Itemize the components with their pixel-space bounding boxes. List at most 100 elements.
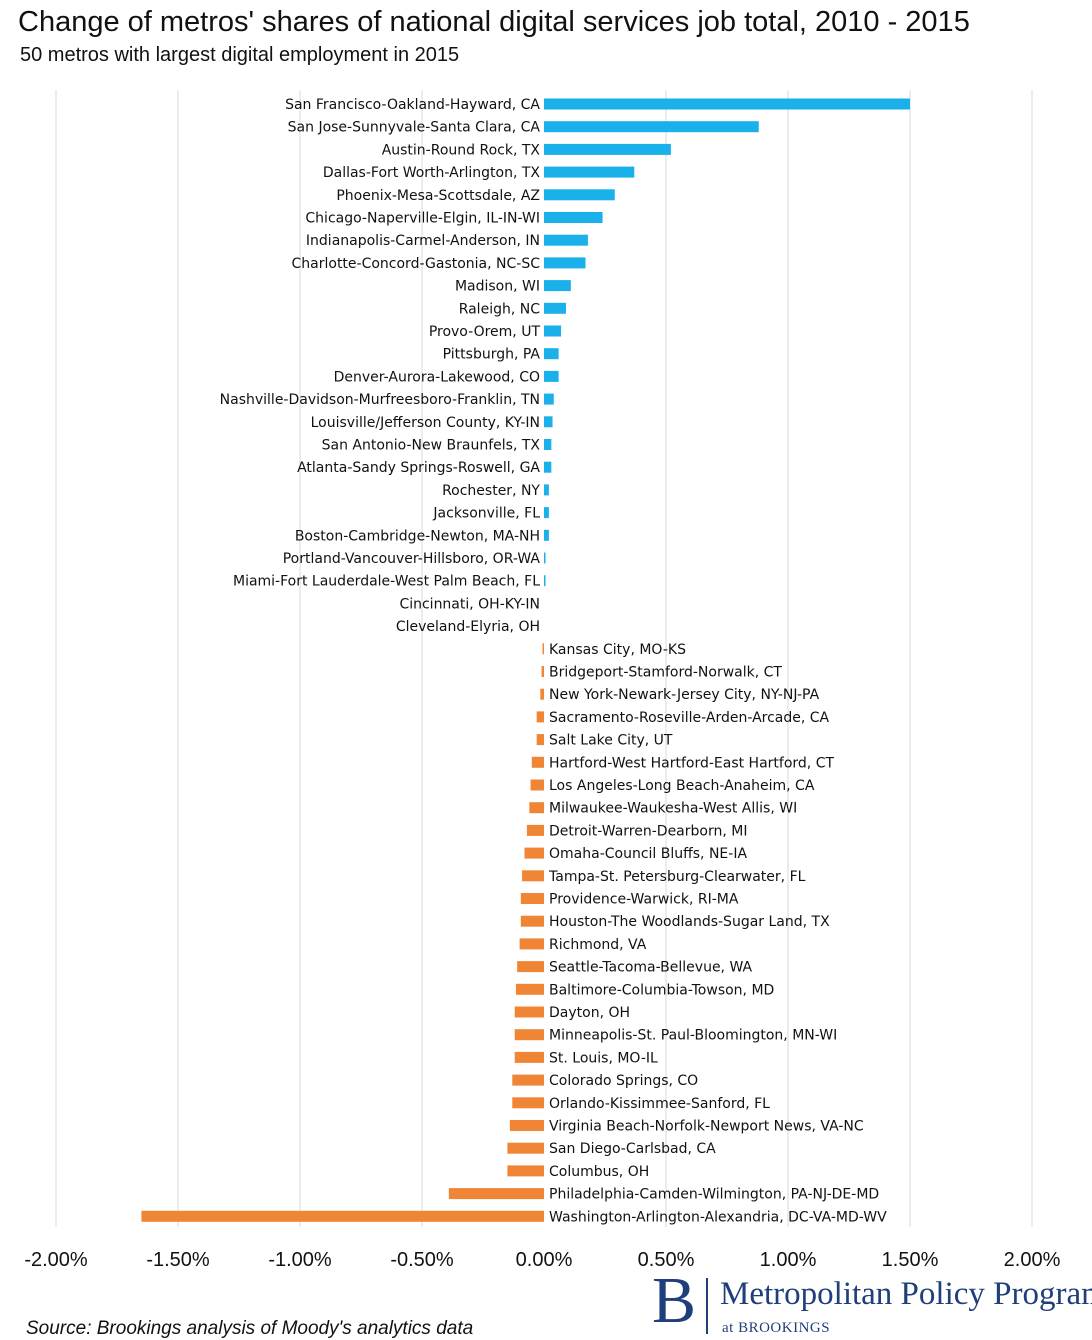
bar [512, 1074, 544, 1086]
bar [544, 393, 554, 405]
bar [544, 484, 549, 496]
category-label: Raleigh, NC [459, 301, 541, 317]
category-label: Philadelphia-Camden-Wilmington, PA-NJ-DE… [549, 1187, 879, 1203]
category-label: Atlanta-Sandy Springs-Roswell, GA [297, 460, 540, 476]
x-tick-label: 1.00% [760, 1249, 817, 1271]
category-label: Rochester, NY [442, 483, 540, 499]
bar [522, 870, 544, 882]
category-label: Milwaukee-Waukesha-West Allis, WI [549, 801, 797, 817]
bar [517, 961, 544, 973]
bar [519, 938, 544, 950]
category-label: San Jose-Sunnyvale-Santa Clara, CA [288, 120, 541, 136]
category-label: New York-Newark-Jersey City, NY-NJ-PA [549, 687, 820, 703]
bar [448, 1188, 544, 1200]
bar [536, 734, 544, 746]
category-label: Phoenix-Mesa-Scottsdale, AZ [336, 188, 540, 204]
x-tick-label: 2.00% [1004, 1249, 1061, 1271]
bar [544, 302, 566, 314]
category-label: Jacksonville, FL [432, 506, 540, 522]
category-label: Minneapolis-St. Paul-Bloomington, MN-WI [549, 1028, 837, 1044]
bar [544, 280, 571, 292]
category-label: Nashville-Davidson-Murfreesboro-Franklin… [220, 392, 540, 408]
bar [544, 257, 586, 269]
bar [544, 121, 759, 133]
bar [544, 461, 552, 473]
category-label: Colorado Springs, CO [549, 1073, 698, 1089]
bar [509, 1120, 544, 1131]
logo-program-name: Metropolitan Policy Program [720, 1276, 1092, 1312]
bar [520, 915, 544, 927]
bar [544, 439, 552, 450]
bar [544, 552, 546, 564]
category-label: San Francisco-Oakland-Hayward, CA [285, 97, 540, 113]
category-label: Bridgeport-Stamford-Norwalk, CT [549, 665, 782, 681]
bar [544, 143, 671, 155]
category-label: Virginia Beach-Norfolk-Newport News, VA-… [549, 1119, 864, 1135]
bar [544, 416, 553, 428]
category-label: Boston-Cambridge-Newton, MA-NH [295, 528, 540, 544]
bar [541, 666, 544, 677]
bar [526, 824, 544, 836]
x-tick-label: 0.50% [638, 1249, 695, 1271]
bar [141, 1210, 544, 1222]
bar [544, 348, 559, 360]
chart-title: Change of metros' shares of national dig… [18, 6, 970, 38]
bar [531, 756, 544, 768]
bar [544, 189, 615, 201]
bar [524, 847, 544, 859]
category-label: Cleveland-Elyria, OH [396, 619, 540, 635]
category-label: Austin-Round Rock, TX [382, 142, 541, 158]
category-label: Dallas-Fort Worth-Arlington, TX [323, 165, 541, 181]
bar [507, 1142, 544, 1154]
category-label: Los Angeles-Long Beach-Anaheim, CA [549, 778, 815, 794]
category-label: Columbus, OH [549, 1164, 649, 1180]
category-label: Seattle-Tacoma-Bellevue, WA [549, 960, 753, 976]
bar [544, 234, 588, 246]
bar [512, 1097, 544, 1109]
bar [529, 802, 544, 814]
bar [536, 711, 544, 723]
bar [540, 688, 544, 700]
category-label: Orlando-Kissimmee-Sanford, FL [549, 1096, 770, 1112]
logo-institution: at BROOKINGS [722, 1320, 831, 1336]
bar [544, 166, 635, 178]
x-tick-label: 1.50% [882, 1249, 939, 1271]
bar [530, 779, 544, 791]
bar [544, 212, 603, 223]
bar-chart: San Francisco-Oakland-Hayward, CA San Jos… [24, 90, 1061, 1271]
bar [544, 575, 546, 587]
category-label: San Diego-Carlsbad, CA [549, 1141, 716, 1157]
bar [514, 1029, 544, 1041]
bar [514, 1051, 544, 1063]
category-label: Providence-Warwick, RI-MA [549, 892, 739, 908]
bar [544, 325, 562, 337]
category-label: St. Louis, MO-IL [549, 1050, 658, 1066]
category-label: Chicago-Naperville-Elgin, IL-IN-WI [305, 211, 540, 227]
bar [520, 893, 544, 904]
bar [515, 983, 544, 995]
source-note: Source: Brookings analysis of Moody's an… [26, 1318, 474, 1339]
x-tick-label: -0.50% [390, 1249, 454, 1271]
logo-divider [706, 1278, 708, 1334]
category-label: Kansas City, MO-KS [549, 642, 686, 658]
category-label: Detroit-Warren-Dearborn, MI [549, 823, 747, 839]
category-label: Hartford-West Hartford-East Hartford, CT [549, 755, 834, 771]
category-label: Dayton, OH [549, 1005, 630, 1021]
category-label: Charlotte-Concord-Gastonia, NC-SC [292, 256, 541, 272]
category-label: Indianapolis-Carmel-Anderson, IN [306, 233, 540, 249]
bar [514, 1006, 544, 1018]
x-tick-label: -1.00% [268, 1249, 332, 1271]
bar [544, 529, 549, 541]
logo-letter: B [652, 1264, 697, 1337]
category-label: Portland-Vancouver-Hillsboro, OR-WA [283, 551, 541, 567]
category-label: Madison, WI [455, 279, 540, 295]
category-label: Washington-Arlington-Alexandria, DC-VA-M… [549, 1209, 887, 1225]
category-label: Tampa-St. Petersburg-Clearwater, FL [548, 869, 806, 885]
chart-subtitle: 50 metros with largest digital employmen… [20, 44, 460, 66]
category-label: San Antonio-New Braunfels, TX [322, 438, 541, 454]
bar [507, 1165, 544, 1177]
brookings-logo: B Metropolitan Policy Program at BROOKIN… [650, 1268, 1092, 1340]
category-label: Denver-Aurora-Lakewood, CO [334, 369, 540, 385]
bar [544, 98, 910, 110]
x-tick-label: -2.00% [24, 1249, 88, 1271]
